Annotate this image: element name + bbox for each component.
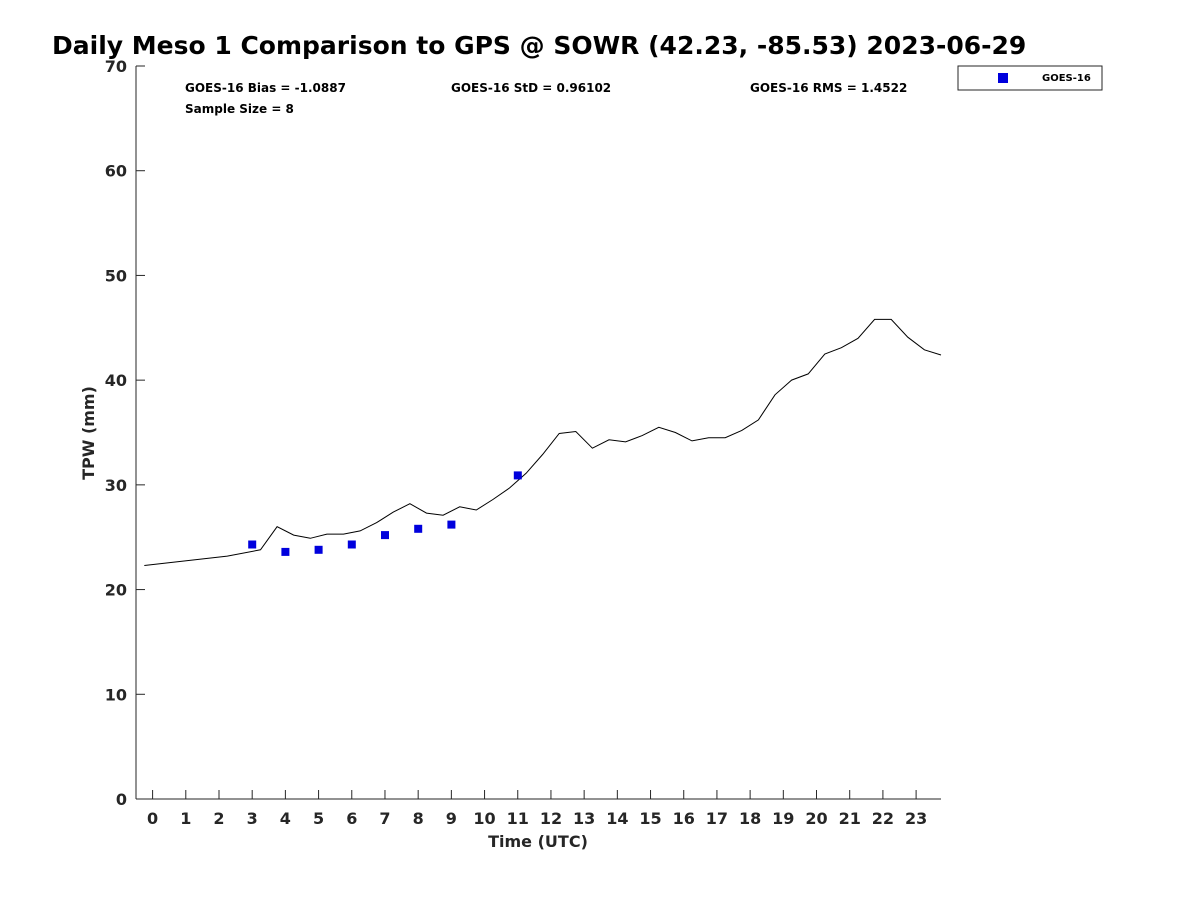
x-tick-label: 16 bbox=[673, 809, 695, 828]
legend: GOES-16 bbox=[957, 65, 1103, 91]
gps-series bbox=[144, 318, 942, 566]
goes-16-point bbox=[447, 520, 456, 529]
x-tick-label: 1 bbox=[180, 809, 191, 828]
chart-title: Daily Meso 1 Comparison to GPS @ SOWR (4… bbox=[52, 31, 1026, 60]
goes-16-series bbox=[248, 471, 522, 556]
x-tick-label: 21 bbox=[839, 809, 861, 828]
x-tick-label: 11 bbox=[507, 809, 529, 828]
goes-16-point bbox=[414, 524, 423, 533]
x-tick-label: 9 bbox=[446, 809, 457, 828]
bias-annotation: GOES-16 Bias = -1.0887 bbox=[185, 81, 346, 95]
legend-marker-goes-16 bbox=[998, 73, 1008, 83]
x-tick-label: 12 bbox=[540, 809, 562, 828]
x-tick-label: 17 bbox=[706, 809, 728, 828]
y-tick-label: 10 bbox=[105, 685, 127, 704]
y-tick-label: 60 bbox=[105, 162, 127, 181]
x-tick-label: 20 bbox=[805, 809, 827, 828]
goes-16-point bbox=[513, 471, 522, 480]
y-tick-label: 0 bbox=[116, 790, 127, 809]
goes-16-point bbox=[347, 540, 356, 549]
y-tick-label: 20 bbox=[105, 581, 127, 600]
x-axis: 0 1 2 3 4 5 6 7 8 9 10 11 12 13 14 15 16 17 18 19 20 21 22 23 bbox=[147, 790, 927, 828]
goes-16-point bbox=[248, 540, 257, 549]
sample-size-annotation: Sample Size = 8 bbox=[185, 102, 294, 116]
x-tick-label: 22 bbox=[872, 809, 894, 828]
y-tick-label: 50 bbox=[105, 266, 127, 285]
x-axis-label: Time (UTC) bbox=[488, 832, 588, 851]
y-axis: 0 10 20 30 40 50 60 70 bbox=[105, 57, 145, 809]
x-tick-label: 14 bbox=[606, 809, 628, 828]
gps-line bbox=[144, 318, 942, 566]
x-tick-label: 6 bbox=[346, 809, 357, 828]
x-tick-label: 2 bbox=[213, 809, 224, 828]
x-tick-label: 5 bbox=[313, 809, 324, 828]
y-tick-label: 40 bbox=[105, 371, 127, 390]
y-tick-label: 70 bbox=[105, 57, 127, 76]
x-tick-label: 10 bbox=[473, 809, 495, 828]
x-tick-label: 0 bbox=[147, 809, 158, 828]
x-tick-label: 19 bbox=[772, 809, 794, 828]
plot-area bbox=[135, 66, 941, 800]
x-tick-label: 8 bbox=[413, 809, 424, 828]
y-axis-label: TPW (mm) bbox=[79, 386, 98, 480]
x-tick-label: 18 bbox=[739, 809, 761, 828]
x-tick-label: 15 bbox=[639, 809, 661, 828]
y-tick-label: 30 bbox=[105, 476, 127, 495]
x-tick-label: 3 bbox=[247, 809, 258, 828]
rms-annotation: GOES-16 RMS = 1.4522 bbox=[750, 81, 907, 95]
std-annotation: GOES-16 StD = 0.96102 bbox=[451, 81, 611, 95]
x-tick-label: 7 bbox=[379, 809, 390, 828]
goes-16-point bbox=[381, 531, 389, 540]
legend-label-goes-16: GOES-16 bbox=[1042, 73, 1091, 84]
x-tick-label: 13 bbox=[573, 809, 595, 828]
legend-box bbox=[957, 65, 1103, 91]
x-tick-label: 4 bbox=[280, 809, 291, 828]
x-tick-label: 23 bbox=[905, 809, 927, 828]
goes-16-point bbox=[281, 547, 290, 556]
goes-16-point bbox=[314, 545, 323, 554]
